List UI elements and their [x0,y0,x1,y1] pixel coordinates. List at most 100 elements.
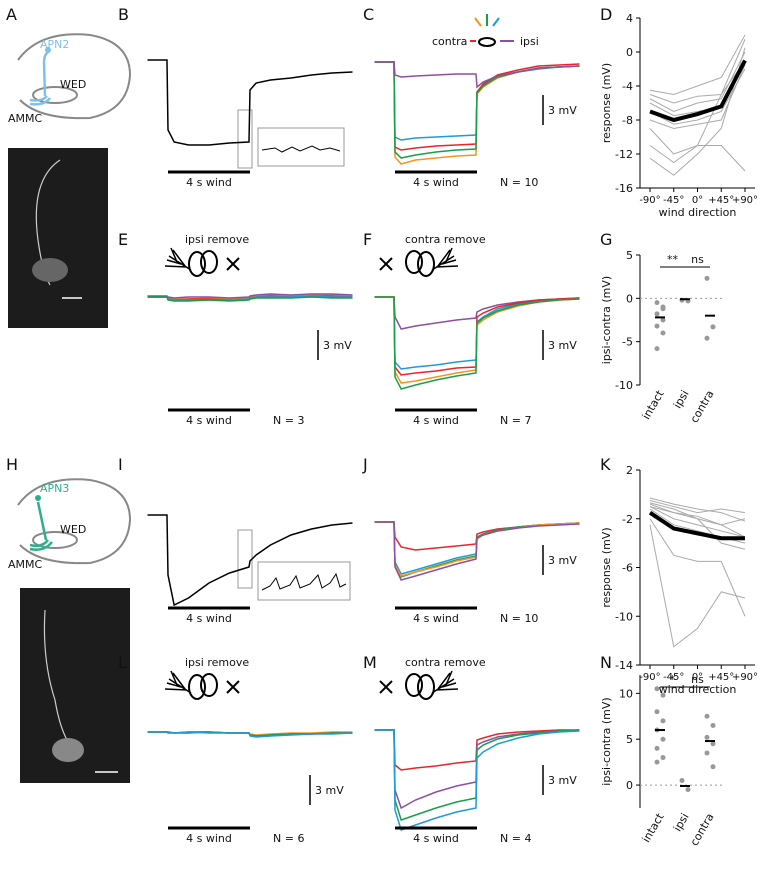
neuron-label: APN2 [40,38,69,51]
wind-label: 4 s wind [186,176,232,189]
contra-removed-icon [379,670,459,700]
arrow [492,17,500,27]
line [648,510,745,541]
point [710,324,716,330]
line [649,39,746,104]
line [649,47,746,176]
n-label: N = 3 [273,414,304,427]
trace [147,514,353,607]
y-tick-label: 0 [626,292,633,305]
panel-label: K [600,455,611,474]
x-tick-label: intact [640,387,667,421]
y-tick-label: -5 [622,336,633,349]
y-tick-label: -12 [615,148,633,161]
brain-outline [17,33,132,120]
point [654,759,660,765]
scale-label: 3 mV [548,104,577,117]
icon-label: ipsi [520,35,539,48]
panel-label: H [6,455,18,474]
panel-label: F [363,230,372,249]
n-label: N = 4 [500,832,531,845]
panel-label: M [363,653,377,672]
y-tick-label: 4 [626,12,633,25]
trace [374,61,580,89]
x-tick-label: +90° [732,195,758,206]
y-tick-label: -4 [622,80,633,93]
point [660,718,666,724]
y-tick-label: -16 [615,182,633,195]
inset-marker [237,109,253,169]
panel-label: A [6,5,17,24]
n-label: N = 10 [500,612,538,625]
wed-outline [32,86,78,104]
line [649,524,746,648]
trace [147,59,353,146]
condition-label: contra remove [405,656,486,669]
x-tick-label: +45° [708,672,734,683]
condition-label: contra remove [405,233,486,246]
point [704,734,710,740]
micrograph [8,148,108,328]
inset-trace [261,572,347,591]
y-axis-label: response (mV) [600,527,613,607]
point [654,709,660,715]
condition-label: ipsi remove [185,656,249,669]
significance-label: * [670,673,676,686]
inset-marker [237,529,253,589]
neuron-label: APN3 [40,482,69,495]
micrograph-neuron [43,609,71,746]
inset-trace [261,145,341,153]
arrow [474,17,482,27]
line [649,34,746,96]
brain-outline [17,478,132,565]
line [649,68,746,125]
panel-label: B [118,5,129,24]
n-label: N = 6 [273,832,304,845]
wind-label: 4 s wind [186,832,232,845]
wind-label: 4 s wind [186,414,232,427]
x-tick-label: -90° [639,195,660,206]
wind-label: 4 s wind [413,832,459,845]
point [704,713,710,719]
significance-label: ns [691,673,704,686]
line [649,506,746,538]
neuron [29,501,53,551]
fly-head-icon [478,37,496,47]
panel-label: N [600,653,612,672]
x-tick-label: ipsi [671,811,692,834]
panel-label: J [362,455,368,474]
y-tick-label: 2 [626,464,633,477]
y-tick-label: 5 [626,249,633,262]
region-label: AMMC [8,558,43,571]
point [654,323,660,329]
significance-label: ns [691,253,704,266]
trace [147,296,353,302]
y-tick-label: -6 [622,562,633,575]
ipsi-removed-icon [164,247,240,277]
line [649,128,746,172]
panel-label: G [600,230,612,249]
x-tick-label: +45° [708,195,734,206]
y-tick-label: -2 [622,513,633,526]
panel-label: L [118,653,127,672]
micrograph-blob [52,738,84,762]
point [660,317,666,323]
x-tick-label: -45° [663,195,684,206]
trace [374,729,580,831]
x-tick-label: intact [640,810,667,844]
point [704,335,710,341]
panel-label: I [118,455,123,474]
x-tick-label: -45° [663,672,684,683]
point [685,787,691,793]
point [654,311,660,317]
scale-label: 3 mV [548,554,577,567]
scale-label: 3 mV [315,784,344,797]
point [654,346,660,352]
point [654,300,660,306]
trace [374,521,580,581]
panel-label: C [363,5,374,24]
condition-label: ipsi remove [185,233,249,246]
contra-removed-icon [379,247,459,277]
point [704,275,710,281]
